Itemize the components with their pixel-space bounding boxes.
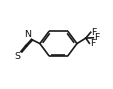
- Text: S: S: [14, 53, 20, 61]
- Text: N: N: [24, 30, 31, 39]
- Text: F: F: [89, 39, 94, 48]
- Text: F: F: [93, 33, 98, 42]
- Text: F: F: [90, 28, 96, 37]
